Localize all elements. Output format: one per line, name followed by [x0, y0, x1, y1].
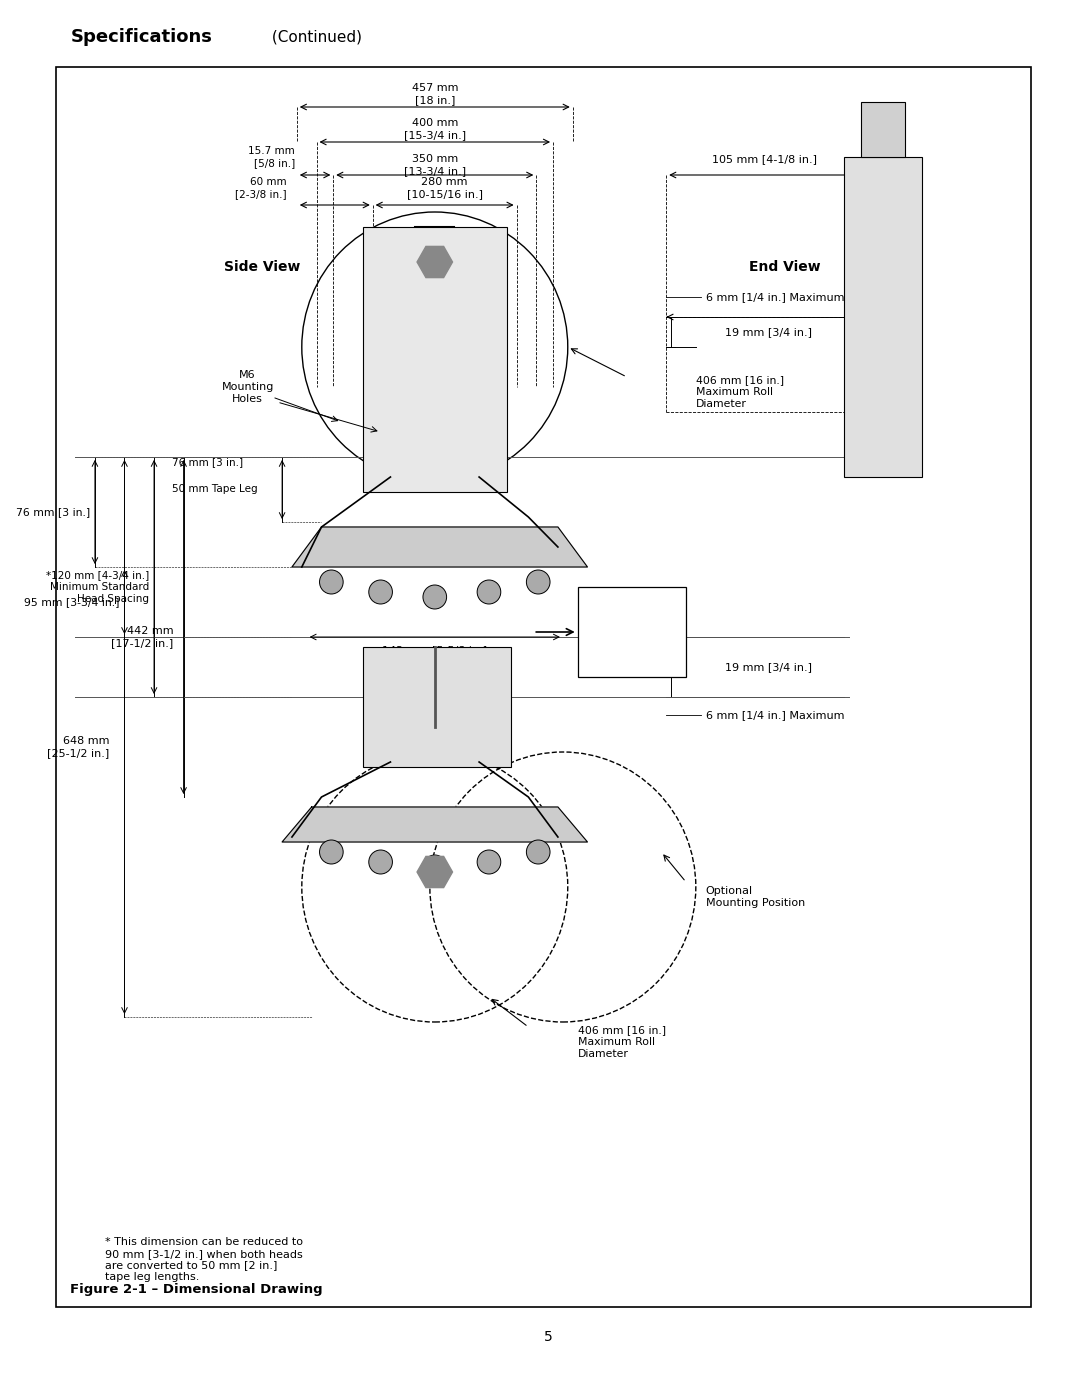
Text: 442 mm
[17-1/2 in.]: 442 mm [17-1/2 in.]	[111, 626, 174, 648]
Bar	[55, 67, 1030, 1308]
Text: 648 mm
[25-1/2 in.]: 648 mm [25-1/2 in.]	[48, 736, 110, 757]
Text: 60 mm
[2-3/8 in.]: 60 mm [2-3/8 in.]	[235, 177, 287, 198]
Text: Specifications: Specifications	[70, 28, 212, 46]
Text: 6 mm [1/4 in.] Maximum: 6 mm [1/4 in.] Maximum	[705, 710, 845, 719]
Text: Box
Feed
Direction: Box Feed Direction	[607, 616, 657, 648]
Text: Figure 2-1 – Dimensional Drawing: Figure 2-1 – Dimensional Drawing	[70, 1282, 323, 1295]
Text: 406 mm [16 in.]
Maximum Roll
Diameter: 406 mm [16 in.] Maximum Roll Diameter	[696, 376, 784, 408]
Circle shape	[368, 580, 392, 604]
Circle shape	[423, 855, 447, 879]
Polygon shape	[417, 856, 453, 887]
Text: *120 mm [4-3/4 in.]
Minimum Standard
Head Spacing: *120 mm [4-3/4 in.] Minimum Standard Hea…	[45, 570, 149, 604]
Bar	[363, 647, 511, 767]
Polygon shape	[282, 807, 588, 842]
Text: 5: 5	[543, 1330, 553, 1344]
Bar	[862, 102, 905, 156]
Text: 76 mm [3 in.]: 76 mm [3 in.]	[172, 457, 243, 467]
Text: 76 mm [3 in.]: 76 mm [3 in.]	[16, 507, 90, 517]
Text: 19 mm [3/4 in.]: 19 mm [3/4 in.]	[726, 327, 812, 337]
Circle shape	[477, 849, 501, 875]
Text: (Continued): (Continued)	[268, 29, 362, 45]
Circle shape	[526, 840, 550, 863]
Text: Side View: Side View	[225, 260, 300, 274]
Text: 6 mm [1/4 in.] Maximum: 6 mm [1/4 in.] Maximum	[705, 292, 845, 302]
Circle shape	[477, 580, 501, 604]
Text: 142 mm [5-5/8 in.]: 142 mm [5-5/8 in.]	[382, 645, 487, 655]
Text: 406 mm [16 in.]
Maximum Roll
Diameter: 406 mm [16 in.] Maximum Roll Diameter	[578, 1025, 665, 1059]
Text: 15.7 mm
[5/8 in.]: 15.7 mm [5/8 in.]	[248, 147, 295, 168]
Polygon shape	[292, 527, 588, 567]
Circle shape	[320, 570, 343, 594]
Text: 50 mm Tape Leg: 50 mm Tape Leg	[172, 483, 257, 495]
Text: End View: End View	[748, 260, 821, 274]
Text: * This dimension can be reduced to
90 mm [3-1/2 in.] when both heads
are convert: * This dimension can be reduced to 90 mm…	[105, 1236, 302, 1282]
Text: 400 mm
[15-3/4 in.]: 400 mm [15-3/4 in.]	[404, 119, 465, 140]
Text: Optional
Mounting Position: Optional Mounting Position	[705, 886, 805, 908]
Bar	[843, 156, 922, 476]
Circle shape	[526, 570, 550, 594]
Polygon shape	[417, 246, 453, 278]
Bar	[363, 226, 507, 492]
Text: M6
Mounting
Holes: M6 Mounting Holes	[221, 370, 274, 404]
Text: 280 mm
[10-15/16 in.]: 280 mm [10-15/16 in.]	[407, 177, 483, 198]
Text: 19 mm [3/4 in.]: 19 mm [3/4 in.]	[726, 662, 812, 672]
Circle shape	[368, 849, 392, 875]
Circle shape	[423, 585, 447, 609]
Text: 457 mm
[18 in.]: 457 mm [18 in.]	[411, 84, 458, 105]
Circle shape	[320, 840, 343, 863]
Bar	[578, 587, 686, 678]
Text: 95 mm [3-3/4 in.]: 95 mm [3-3/4 in.]	[24, 597, 120, 608]
Text: 350 mm
[13-3/4 in.]: 350 mm [13-3/4 in.]	[404, 154, 465, 176]
Text: 105 mm [4-1/8 in.]: 105 mm [4-1/8 in.]	[713, 154, 818, 163]
